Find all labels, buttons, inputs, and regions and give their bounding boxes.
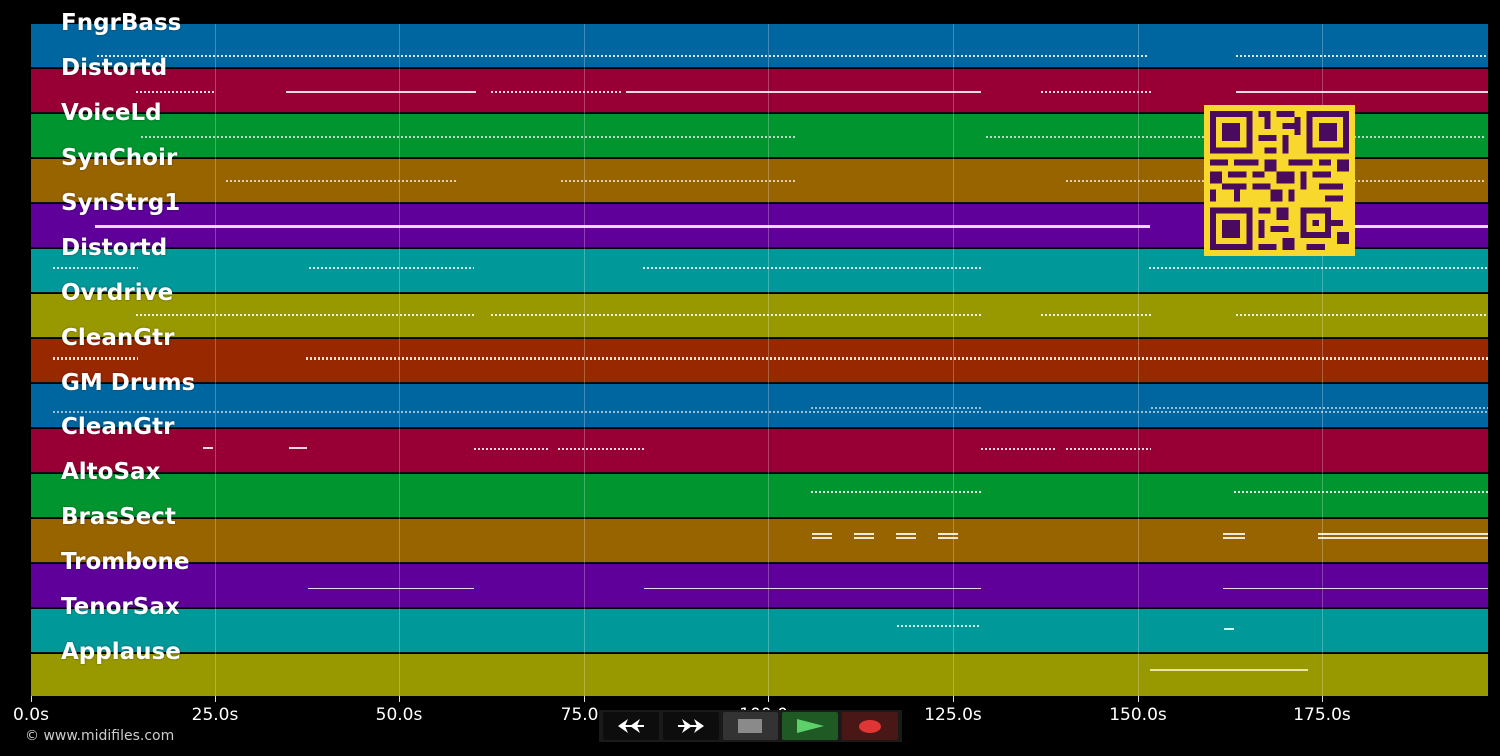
- play-button[interactable]: [782, 712, 839, 740]
- track-label: SynChoir: [61, 145, 178, 171]
- axis-tick: [399, 696, 400, 702]
- grid-line: [953, 24, 954, 696]
- axis-tick-label: 125.0s: [924, 705, 982, 725]
- axis-tick: [1138, 696, 1139, 702]
- play-icon: [797, 719, 825, 733]
- track-lane: [31, 654, 1488, 696]
- track-lane: [31, 519, 1488, 563]
- rewind-icon: [617, 719, 644, 733]
- playback-controls: [599, 710, 902, 742]
- qr-code: [1204, 105, 1355, 256]
- axis-tick-label: 25.0s: [191, 705, 239, 725]
- grid-line: [399, 24, 400, 696]
- stop-icon: [738, 719, 763, 733]
- record-button[interactable]: [842, 712, 898, 740]
- track-label: SynStrg1: [61, 190, 181, 216]
- track-lane: [31, 339, 1488, 383]
- axis-tick-label: 50.0s: [375, 705, 423, 725]
- track-lane: [31, 564, 1488, 608]
- record-icon: [859, 719, 882, 733]
- track-label: CleanGtr: [61, 414, 175, 440]
- fast-forward-icon: [677, 719, 704, 733]
- track-label: Ovrdrive: [61, 280, 174, 306]
- track-label: TenorSax: [61, 594, 180, 620]
- axis-tick: [215, 696, 216, 702]
- track-label: Distortd: [61, 235, 168, 261]
- copyright-text: © www.midifiles.com: [25, 728, 175, 744]
- track-label: Applause: [61, 639, 181, 665]
- axis-tick-label: 0.0s: [13, 705, 49, 725]
- grid-line: [215, 24, 216, 696]
- track-lane: [31, 429, 1488, 473]
- grid-line: [584, 24, 585, 696]
- grid-line: [1322, 24, 1323, 696]
- axis-tick-label: 75.0s: [560, 705, 608, 725]
- axis-tick: [768, 696, 769, 702]
- piano-roll-plot: [31, 24, 1488, 696]
- axis-tick: [1322, 696, 1323, 702]
- grid-line: [1138, 24, 1139, 696]
- track-lane: [31, 24, 1488, 68]
- stop-button[interactable]: [722, 712, 779, 740]
- track-lane: [31, 609, 1488, 653]
- track-lane: [31, 474, 1488, 518]
- track-lane: [31, 294, 1488, 338]
- grid-line: [768, 24, 769, 696]
- rewind-button[interactable]: [603, 712, 659, 740]
- track-label: FngrBass: [61, 10, 182, 36]
- axis-tick-label: 150.0s: [1109, 705, 1167, 725]
- track-label: AltoSax: [61, 459, 161, 485]
- axis-tick-label: 175.0s: [1293, 705, 1351, 725]
- track-lane: [31, 384, 1488, 428]
- fast-forward-button[interactable]: [662, 712, 719, 740]
- track-label: VoiceLd: [61, 100, 162, 126]
- track-label: Trombone: [61, 549, 190, 575]
- track-label: Distortd: [61, 55, 168, 81]
- track-label: GM Drums: [61, 370, 196, 396]
- axis-tick: [953, 696, 954, 702]
- axis-tick: [584, 696, 585, 702]
- track-label: BrasSect: [61, 504, 176, 530]
- axis-tick: [31, 696, 32, 702]
- track-lane: [31, 249, 1488, 293]
- track-label: CleanGtr: [61, 325, 175, 351]
